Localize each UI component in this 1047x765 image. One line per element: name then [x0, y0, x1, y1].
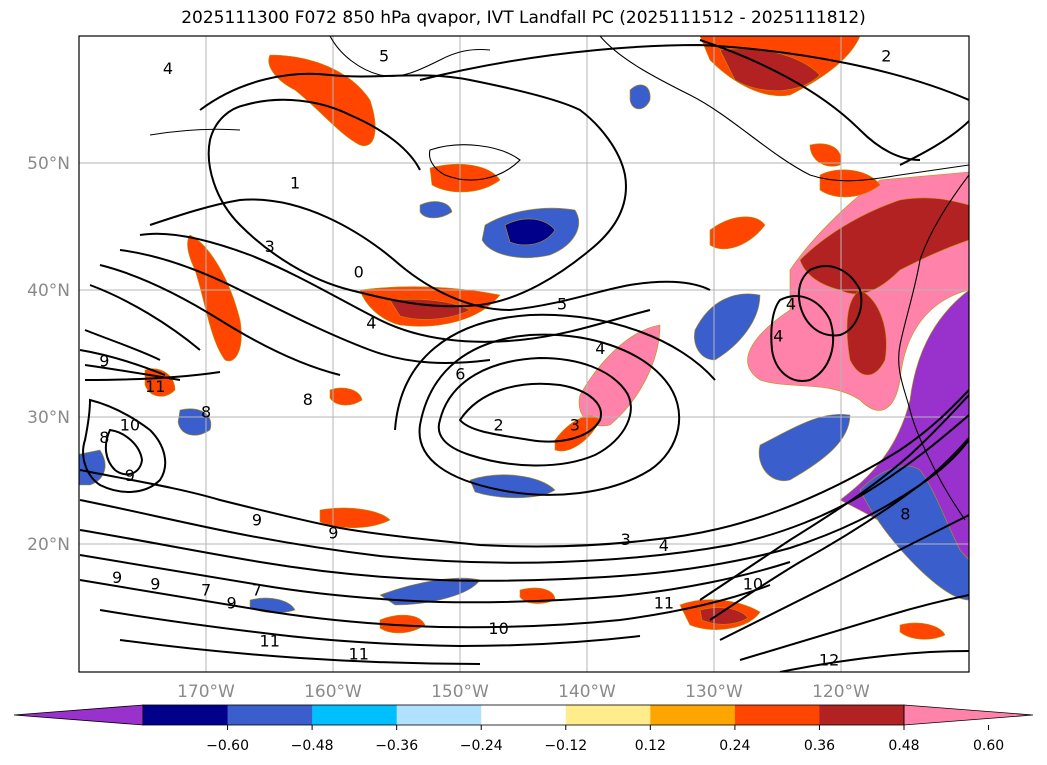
lon-label-120w: 120°W	[812, 682, 870, 702]
contour-label: 4	[786, 295, 796, 314]
colorbar-tick-label: −0.36	[375, 738, 418, 754]
lon-label-130w: 130°W	[685, 682, 743, 702]
contour-label: 11	[145, 377, 165, 396]
contour-label: 8	[99, 428, 109, 447]
shaded-anomaly-fields	[79, 36, 969, 640]
lon-axis-labels: 170°W 160°W 150°W 140°W 130°W 120°W	[177, 682, 870, 702]
contour-label: 6	[455, 364, 465, 383]
colorbar-extend-left	[13, 704, 144, 726]
contour-label: 9	[112, 568, 122, 587]
colorbar-segment	[734, 705, 820, 725]
colorbar-tick-label: −0.12	[544, 738, 587, 754]
colorbar: −0.60 −0.48 −0.36 −0.24 −0.12 0.12 0.24 0.36 0.4…	[13, 704, 1034, 754]
lon-label-170w: 170°W	[177, 682, 235, 702]
contour-label: 10	[488, 619, 508, 638]
colorbar-tick-label: −0.60	[206, 738, 249, 754]
colorbar-segments	[143, 705, 905, 725]
contour-label: 7	[201, 581, 211, 600]
colorbar-ticks: −0.60 −0.48 −0.36 −0.24 −0.12 0.12 0.24 0.36 0.4…	[206, 725, 1004, 754]
coastline	[149, 36, 969, 521]
plot-title: 2025111300 F072 850 hPa qvapor, IVT Land…	[181, 8, 866, 28]
graticule	[79, 36, 969, 672]
contour-label: 2	[881, 46, 891, 65]
contour-label: 3	[570, 415, 580, 434]
contour-label: 9	[252, 511, 262, 530]
colorbar-segment	[396, 705, 482, 725]
contour-label: 5	[557, 295, 567, 314]
colorbar-tick-label: −0.24	[460, 738, 503, 754]
lat-label-20: 20°N	[27, 535, 70, 555]
contour-label: 4	[595, 339, 605, 358]
colorbar-segment	[650, 705, 736, 725]
colorbar-segment	[565, 705, 651, 725]
contour-label: 8	[201, 403, 211, 422]
contour-label: 1	[290, 174, 300, 193]
contour-label: 4	[773, 326, 783, 345]
colorbar-tick-label: 0.48	[888, 738, 919, 754]
colorbar-segment	[819, 705, 905, 725]
contour-label: 8	[303, 390, 313, 409]
colorbar-segment	[481, 705, 567, 725]
contour-label: 11	[349, 644, 369, 663]
contour-label: 4	[163, 59, 173, 78]
contour-lines	[79, 39, 969, 672]
contour-label: 8	[900, 504, 910, 523]
lon-label-140w: 140°W	[558, 682, 616, 702]
lon-label-150w: 150°W	[431, 682, 489, 702]
contour-label: 10	[743, 574, 763, 593]
contour-label: 0	[354, 263, 364, 282]
contour-label: 9	[125, 466, 135, 485]
colorbar-segment	[312, 705, 398, 725]
contour-label: 9	[150, 574, 160, 593]
contour-label: 12	[819, 651, 839, 670]
colorbar-tick-label: 0.12	[635, 738, 666, 754]
colorbar-segment	[143, 705, 229, 725]
lat-axis-labels: 50°N 40°N 30°N 20°N	[27, 154, 70, 555]
contour-label: 4	[659, 536, 669, 555]
contour-label: 3	[621, 530, 631, 549]
contour-label: 2	[494, 415, 504, 434]
contour-label: 9	[99, 352, 109, 371]
contour-label: 9	[227, 593, 237, 612]
colorbar-extend-right	[903, 704, 1034, 726]
lat-label-50: 50°N	[27, 154, 70, 174]
contour-label: 4	[366, 314, 376, 333]
colorbar-tick-label: 0.24	[719, 738, 750, 754]
contour-label: 9	[328, 523, 338, 542]
lat-label-30: 30°N	[27, 408, 70, 428]
colorbar-segment	[227, 705, 313, 725]
map-border	[78, 35, 970, 673]
colorbar-tick-label: 0.36	[804, 738, 835, 754]
lat-label-40: 40°N	[27, 281, 70, 301]
contour-label: 3	[265, 237, 275, 256]
contour-label: 11	[654, 593, 674, 612]
contour-label: 11	[260, 632, 280, 651]
contour-label: 7	[252, 581, 262, 600]
contour-label: 5	[379, 46, 389, 65]
lon-label-160w: 160°W	[304, 682, 362, 702]
colorbar-tick-label: −0.48	[291, 738, 334, 754]
colorbar-tick-label: 0.60	[973, 738, 1004, 754]
contour-label: 10	[120, 415, 140, 434]
